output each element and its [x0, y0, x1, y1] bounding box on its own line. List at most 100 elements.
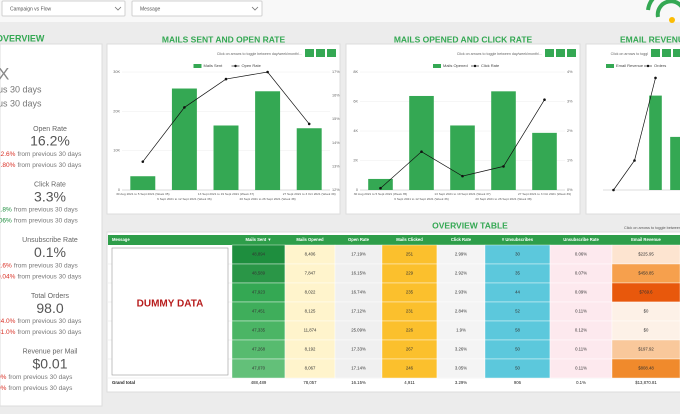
total-cell: 488,489 — [251, 380, 267, 385]
cell-text: $808.48 — [638, 366, 654, 371]
total-cell: 3.29% — [455, 380, 467, 385]
placeholder-box — [111, 247, 229, 376]
total-cell: 16.15% — [351, 380, 366, 385]
column-header[interactable]: Mails Opened — [296, 237, 324, 242]
cell-text: 52 — [515, 309, 520, 314]
metric-label: Revenue per Mail — [23, 349, 78, 356]
column-header[interactable]: # Unsubscribes — [502, 237, 534, 242]
cell-text: 17.19% — [351, 252, 366, 257]
toggle-button[interactable] — [316, 49, 325, 57]
y-tick-label: 0 — [356, 188, 358, 192]
total-cell: 4,911 — [404, 380, 415, 385]
column-header[interactable]: Mails Clicked — [396, 237, 423, 242]
metric-label: Click Rate — [34, 182, 66, 189]
panel-title: OVERVIEW — [0, 33, 45, 43]
metric-change: .06%from previous 30 days — [0, 217, 79, 224]
cell-text: 246 — [406, 366, 414, 371]
cell-text: 0.11% — [575, 347, 587, 352]
cell-text: 25.09% — [351, 328, 366, 333]
change-value: 24.0% — [0, 318, 16, 325]
line-point — [461, 174, 464, 178]
cell-text: 0.09% — [575, 290, 587, 295]
y-tick-label: 2K — [353, 159, 358, 163]
change-value: 2.6% — [0, 262, 12, 269]
toggle-button[interactable] — [567, 49, 576, 57]
cell-text: 3.05% — [455, 366, 467, 371]
cell-text: $0 — [644, 328, 649, 333]
toggle-button[interactable] — [305, 49, 314, 57]
logo — [646, 0, 680, 18]
toggle-button[interactable] — [327, 49, 336, 57]
cell-text: 58 — [515, 328, 520, 333]
change-value: 7.80% — [0, 162, 16, 169]
legend-label: Click Rate — [481, 63, 500, 68]
cell-text: 30 — [515, 252, 520, 257]
dropdown-arrow — [251, 6, 259, 11]
filter-dropdown[interactable] — [131, 0, 263, 17]
x-tick-label: 6 Sept 2021 to 12 Sept 2021 (Week 36) — [394, 197, 448, 201]
column-header[interactable]: Open Rate — [348, 237, 370, 242]
x-tick-label: 13 Sept 2021 to 19 Sept 2021 (Week 37) — [434, 192, 490, 196]
total-cell: $13,870.81 — [635, 380, 657, 385]
cell-text: 17.12% — [351, 309, 366, 314]
metric-value: 98.0 — [36, 300, 63, 316]
column-header[interactable]: Click Rate — [451, 237, 472, 242]
toggle-button[interactable] — [651, 49, 660, 57]
legend-label: Mails Sent — [204, 63, 224, 68]
cell-text: 17.14% — [351, 366, 366, 371]
column-header[interactable]: Mails Sent ▼ — [245, 237, 271, 242]
cell-text: 48,894 — [252, 252, 266, 257]
metric-value: 16.2% — [30, 133, 70, 149]
y-tick-label: 8K — [353, 70, 358, 74]
y2-tick-label: 2% — [567, 129, 573, 133]
toggle-button[interactable] — [545, 49, 554, 57]
filter-dropdown[interactable] — [1, 0, 126, 17]
cell-text: $458.85 — [638, 271, 654, 276]
line-point — [379, 186, 382, 190]
metric-label: Total Orders — [31, 293, 70, 300]
table-title: OVERVIEW TABLE — [432, 220, 508, 230]
change-text: from previous 30 days — [17, 273, 82, 280]
cell-text: 231 — [406, 309, 414, 314]
bar — [532, 132, 557, 190]
content: Campaign vs Flow Message OVERVIEW Xus 30 da… — [0, 0, 680, 392]
cell-text: 35 — [515, 271, 520, 276]
cell-text: 48,589 — [252, 271, 266, 276]
cell-text: 47,268 — [252, 347, 266, 352]
total-cell: 0.1% — [576, 380, 586, 385]
cell-text: 1.9% — [456, 328, 466, 333]
cell-text: 8,406 — [305, 252, 316, 257]
cell-text: 16.15% — [351, 271, 366, 276]
change-value: 0% — [0, 374, 7, 381]
line-point — [141, 160, 145, 163]
toggle-button[interactable] — [556, 49, 565, 57]
legend-swatch — [193, 64, 202, 68]
change-value: 1.8% — [0, 206, 12, 213]
line-point — [654, 76, 657, 80]
toggle-button[interactable] — [673, 49, 680, 57]
bar — [649, 95, 662, 190]
change-text: from previous 30 days — [14, 206, 79, 213]
line-point — [307, 122, 311, 126]
cell-text: 2.92% — [455, 271, 467, 276]
cell-text: 47,335 — [252, 328, 266, 333]
column-header[interactable]: Email Revenue — [631, 237, 661, 242]
cell-text: 226 — [406, 328, 414, 333]
metric-change: 2.6%from previous 30 days — [0, 262, 79, 269]
y-tick-label: 6K — [353, 100, 358, 104]
cell-text: 3.26% — [455, 347, 467, 352]
line-point — [633, 159, 636, 162]
chart-note: Click on arrows to toggl — [611, 52, 649, 56]
cell-text: 0.12% — [575, 328, 587, 333]
cell-text: 2.84% — [455, 309, 467, 314]
y2-tick-label: 15% — [332, 117, 340, 121]
column-header[interactable]: Unsubscribe Rate — [563, 237, 599, 242]
legend-label: Mails Opened — [443, 63, 468, 68]
cell-text: 251 — [406, 252, 414, 257]
chart-title: EMAIL REVENU — [620, 34, 680, 44]
line-point — [183, 106, 186, 109]
cell-text: 50 — [515, 347, 520, 352]
y2-tick-label: 0% — [567, 188, 573, 192]
legend-label: Orders — [654, 63, 666, 68]
toggle-button[interactable] — [662, 49, 671, 57]
